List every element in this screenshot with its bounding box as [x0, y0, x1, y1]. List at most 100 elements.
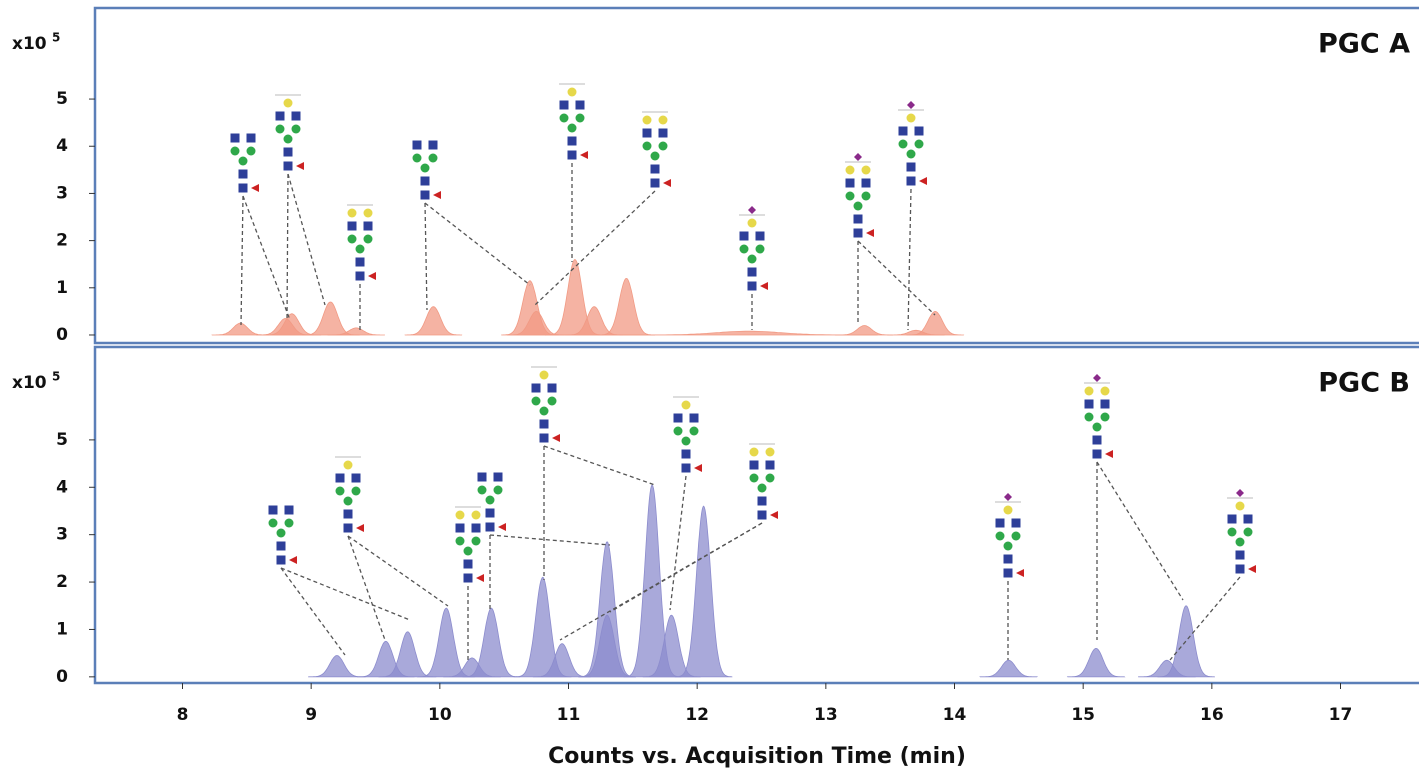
- fucose: [476, 574, 484, 582]
- mannose: [765, 473, 775, 483]
- glcnac: [906, 162, 916, 172]
- glcnac: [1243, 514, 1253, 524]
- connector: [669, 475, 687, 611]
- peak: [308, 655, 366, 678]
- glcnac: [463, 573, 473, 583]
- connector: [1169, 576, 1241, 661]
- glcnac: [493, 472, 503, 482]
- glcnac: [749, 460, 759, 470]
- glycan-icon: [230, 133, 259, 193]
- mannose: [547, 396, 557, 406]
- glcnac: [335, 473, 345, 483]
- fucose: [760, 282, 768, 290]
- mannose: [650, 151, 660, 161]
- mannose: [673, 426, 683, 436]
- mannose: [493, 485, 503, 495]
- peak: [674, 505, 733, 678]
- y-tick-label: 0: [56, 325, 68, 345]
- mannose: [351, 486, 361, 496]
- glcnac: [531, 383, 541, 393]
- connector: [424, 202, 531, 286]
- galactose: [749, 447, 759, 457]
- glycan-icon: [749, 443, 778, 520]
- x-tick-label: 16: [1200, 705, 1224, 725]
- mannose: [1243, 527, 1253, 537]
- mannose: [531, 396, 541, 406]
- galactose: [567, 87, 577, 97]
- peak: [578, 541, 636, 678]
- mannose: [275, 124, 285, 134]
- glcnac: [284, 505, 294, 515]
- x-tick-label: 17: [1329, 705, 1353, 725]
- galactose: [906, 113, 916, 123]
- glcnac: [238, 183, 248, 193]
- connector: [347, 535, 449, 607]
- galactose: [658, 115, 668, 125]
- x-tick-label: 8: [177, 705, 189, 725]
- fucose: [498, 523, 506, 531]
- glcnac: [681, 449, 691, 459]
- mannose: [658, 141, 668, 151]
- glcnac: [658, 128, 668, 138]
- mannose: [567, 123, 577, 133]
- y-scale-exponent: 5: [52, 31, 60, 45]
- glcnac: [420, 176, 430, 186]
- fucose: [356, 524, 364, 532]
- y-tick-label: 4: [56, 136, 68, 156]
- mannose: [898, 139, 908, 149]
- mannose: [1084, 412, 1094, 422]
- mannose: [1011, 531, 1021, 541]
- peak: [1066, 647, 1126, 678]
- y-tick-label: 2: [56, 231, 68, 251]
- glcnac: [276, 541, 286, 551]
- mannose: [739, 244, 749, 254]
- y-scale-label: x10: [12, 34, 47, 54]
- mannose: [755, 244, 765, 254]
- glcnac: [412, 140, 422, 150]
- galactose: [455, 510, 465, 520]
- glcnac: [765, 460, 775, 470]
- galactose: [1235, 501, 1245, 511]
- glycan-icon: [995, 493, 1024, 578]
- fucose: [1105, 450, 1113, 458]
- glycan-icon: [1084, 374, 1113, 459]
- glcnac: [276, 555, 286, 565]
- fucose: [919, 177, 927, 185]
- mannose: [276, 528, 286, 538]
- fucose: [866, 229, 874, 237]
- galactose: [1084, 386, 1094, 396]
- mannose: [681, 436, 691, 446]
- fucose: [433, 191, 441, 199]
- y-tick-label: 2: [56, 572, 68, 592]
- galactose: [861, 165, 871, 175]
- y-scale-label: x10: [12, 373, 47, 393]
- mannose: [995, 531, 1005, 541]
- galactose: [681, 400, 691, 410]
- connector: [1096, 461, 1184, 601]
- mannose: [238, 156, 248, 166]
- glcnac: [1100, 399, 1110, 409]
- y-tick-label: 1: [56, 619, 68, 639]
- galactose: [343, 460, 353, 470]
- mannose: [284, 518, 294, 528]
- y-tick-label: 3: [56, 183, 68, 203]
- mannose: [914, 139, 924, 149]
- mannose: [906, 149, 916, 159]
- glcnac: [650, 164, 660, 174]
- glcnac: [539, 433, 549, 443]
- glycan-icon: [673, 396, 702, 473]
- connector: [609, 522, 763, 613]
- y-tick-label: 1: [56, 278, 68, 298]
- glycan-icon: [268, 505, 297, 565]
- galactose: [471, 510, 481, 520]
- x-tick-label: 9: [305, 705, 317, 725]
- mannose: [1092, 422, 1102, 432]
- mannose: [268, 518, 278, 528]
- connector: [280, 567, 411, 621]
- galactose: [283, 98, 293, 108]
- galactose: [642, 115, 652, 125]
- glycan-icon: [531, 366, 560, 443]
- glcnac: [739, 231, 749, 241]
- peak: [834, 325, 893, 336]
